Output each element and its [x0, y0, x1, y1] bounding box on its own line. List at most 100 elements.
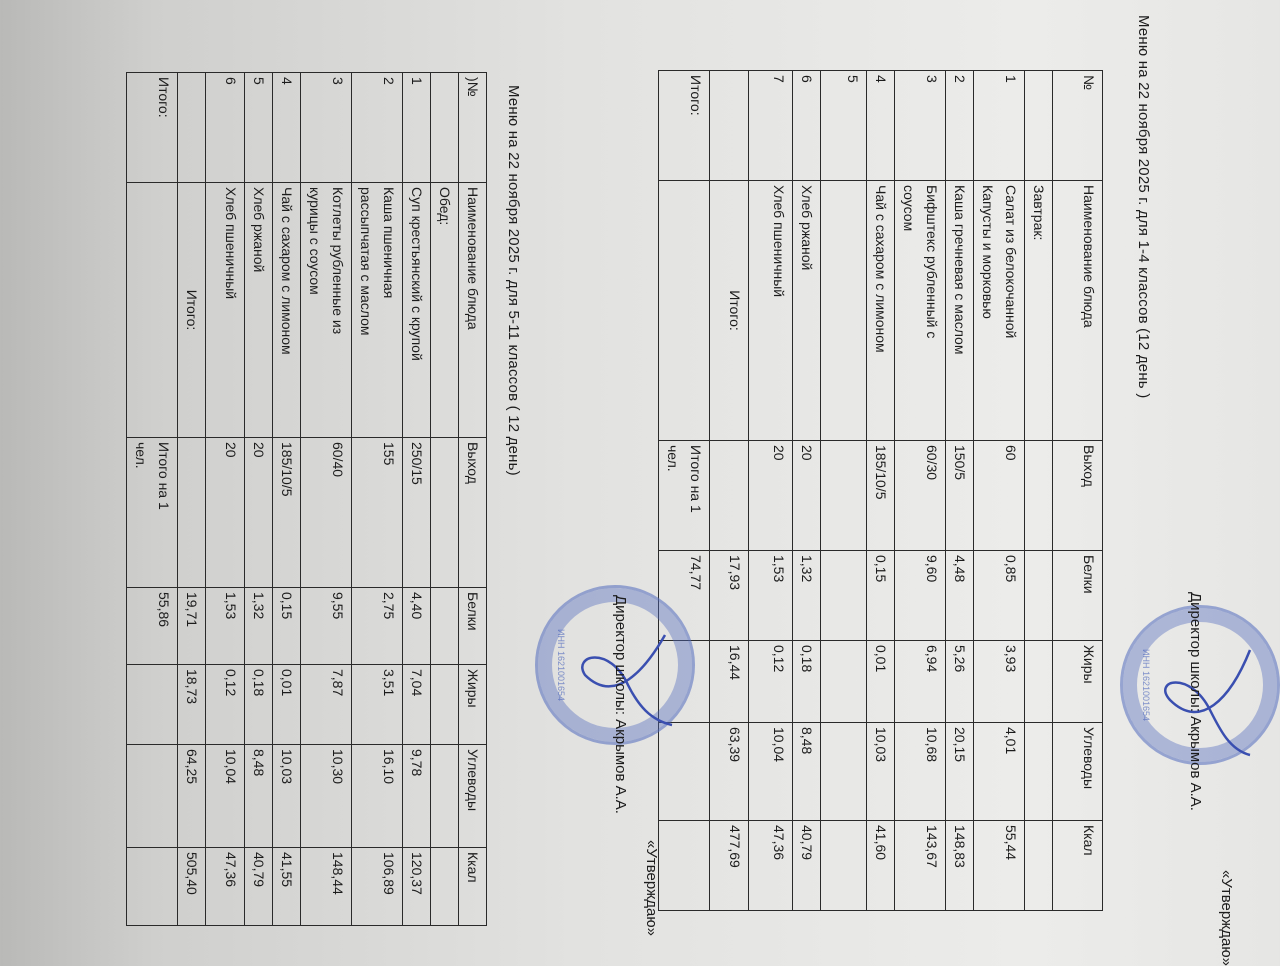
cell-fat: 18,73: [177, 664, 206, 745]
cell-number: 3: [894, 70, 946, 181]
cell-kcal: 143,67: [894, 820, 946, 911]
header-yield: Выход: [1052, 440, 1103, 551]
cell-kcal: 505,40: [177, 847, 206, 926]
cell-yield: [820, 440, 867, 551]
cell-carbs: 10,04: [205, 744, 245, 848]
header-fat: Жиры: [458, 664, 487, 745]
header-kcal: Ккал: [1052, 820, 1103, 911]
cell-number: 3: [300, 72, 352, 183]
cell-carbs: [126, 744, 178, 848]
cell-kcal: [1024, 820, 1053, 911]
cell-kcal: [820, 820, 867, 911]
cell-kcal: 106,89: [351, 847, 403, 926]
cell-yield: [709, 440, 749, 551]
cell-fat: 0,12: [748, 640, 793, 723]
cell-carbs: 10,30: [300, 744, 352, 848]
cell-carbs: 16,10: [351, 744, 403, 848]
cell-yield: 60/30: [894, 440, 946, 551]
cell-number: Итого:: [658, 70, 710, 181]
cell-protein: 2,75: [351, 587, 403, 665]
cell-yield: 60/40: [300, 437, 352, 588]
cell-fat: 0,18: [792, 640, 821, 723]
cell-protein: 0,15: [272, 587, 301, 665]
cell-carbs: 9,78: [402, 744, 431, 848]
cell-dish-name: Котлеты рубленные из курицы с соусом: [300, 182, 352, 438]
cell-carbs: 4,01: [973, 722, 1025, 821]
table-row: 2 Каша гречневая с маслом 150/5 4,48 5,26 20,…: [945, 70, 974, 911]
cell-carbs: [430, 744, 459, 848]
table-row: Итого: 17,93 16,44 63,39 477,69: [709, 70, 749, 911]
cell-fat: 16,44: [709, 640, 749, 723]
cell-protein: 55,86: [126, 587, 178, 665]
cell-yield: 250/15: [402, 437, 431, 588]
cell-kcal: 47,36: [205, 847, 245, 926]
cell-protein: [820, 550, 867, 641]
cell-yield: 20: [244, 437, 273, 588]
cell-yield: 20: [748, 440, 793, 551]
cell-yield: [177, 437, 206, 588]
cell-number: 1: [973, 70, 1025, 181]
cell-dish-name: Суп крестьянский с крупой: [402, 182, 431, 438]
cell-carbs: 64,25: [177, 744, 206, 848]
cell-carbs: [820, 722, 867, 821]
cell-number: [1024, 70, 1053, 181]
cell-dish-name: Итого:: [709, 180, 749, 441]
cell-number: 2: [945, 70, 974, 181]
cell-carbs: [658, 722, 710, 821]
cell-dish-name: Хлеб ржаной: [792, 180, 821, 441]
cell-protein: 0,15: [866, 550, 895, 641]
cell-kcal: 41,55: [272, 847, 301, 926]
cell-dish-name: Чай с сахаром с лимоном: [866, 180, 895, 441]
cell-yield: 185/10/5: [272, 437, 301, 588]
cell-number: [430, 72, 459, 183]
menu-title-1: Меню на 22 ноября 2025 г. для 1-4 классо…: [1135, 15, 1152, 399]
director-signature-line-2: Директор школы: Акрымов А.А.: [612, 595, 629, 814]
table-row: Обед:: [430, 72, 459, 926]
cell-protein: [430, 587, 459, 665]
cell-fat: 5,26: [945, 640, 974, 723]
cell-yield: 185/10/5: [866, 440, 895, 551]
cell-number: 6: [205, 72, 245, 183]
cell-fat: 7,87: [300, 664, 352, 745]
cell-protein: [1024, 550, 1053, 641]
table-row: Итого: 19,71 18,73 64,25 505,40: [177, 72, 206, 926]
cell-number: 2: [351, 72, 403, 183]
cell-number: 1: [402, 72, 431, 183]
cell-yield: [1024, 440, 1053, 551]
cell-protein: 1,32: [792, 550, 821, 641]
cell-carbs: 10,03: [866, 722, 895, 821]
cell-carbs: 10,04: [748, 722, 793, 821]
cell-kcal: 40,79: [244, 847, 273, 926]
cell-dish-name: Завтрак:: [1024, 180, 1053, 441]
cell-number: 7: [748, 70, 793, 181]
cell-protein: 9,60: [894, 550, 946, 641]
cell-dish-name: Салат из белокочанной Капусты и морковью: [973, 180, 1025, 441]
header-yield: Выход: [458, 437, 487, 588]
cell-kcal: 55,44: [973, 820, 1025, 911]
table-header: )№ Наименование блюда Выход Белки Жиры Углево…: [458, 72, 487, 926]
cell-fat: 0,01: [866, 640, 895, 723]
table-row: 2 Каша пшеничная рассыпчатая с маслом 155 2…: [351, 72, 403, 926]
table-row: 6 Хлеб пшеничный 20 1,53 0,12 10,04 47,36: [205, 72, 245, 926]
cell-number: 4: [272, 72, 301, 183]
table-row: 4 Чай с сахаром с лимоном 185/10/5 0,15 0,01…: [272, 72, 301, 926]
menu-table-2: )№ Наименование блюда Выход Белки Жиры Углево…: [126, 72, 487, 926]
cell-dish-name: Хлеб пшеничный: [748, 180, 793, 441]
cell-carbs: [1024, 722, 1053, 821]
cell-yield: 20: [792, 440, 821, 551]
header-fat: Жиры: [1052, 640, 1103, 723]
menu-table-1: № Наименование блюда Выход Белки Жиры Углевод…: [658, 70, 1103, 911]
cell-dish-name: Хлеб пшеничный: [205, 182, 245, 438]
table-row: 3 Бифштекс рубленный с соусом 60/30 9,60 6,9…: [894, 70, 946, 911]
cell-fat: 0,18: [244, 664, 273, 745]
table-row: 3 Котлеты рубленные из курицы с соусом 60/…: [300, 72, 352, 926]
header-number: №: [1052, 70, 1103, 181]
cell-fat: 0,12: [205, 664, 245, 745]
cell-number: [709, 70, 749, 181]
cell-dish-name: Хлеб ржаной: [244, 182, 273, 438]
header-dish-name: Наименование блюда: [1052, 180, 1103, 441]
cell-kcal: [126, 847, 178, 926]
cell-carbs: 63,39: [709, 722, 749, 821]
cell-fat: 3,51: [351, 664, 403, 745]
